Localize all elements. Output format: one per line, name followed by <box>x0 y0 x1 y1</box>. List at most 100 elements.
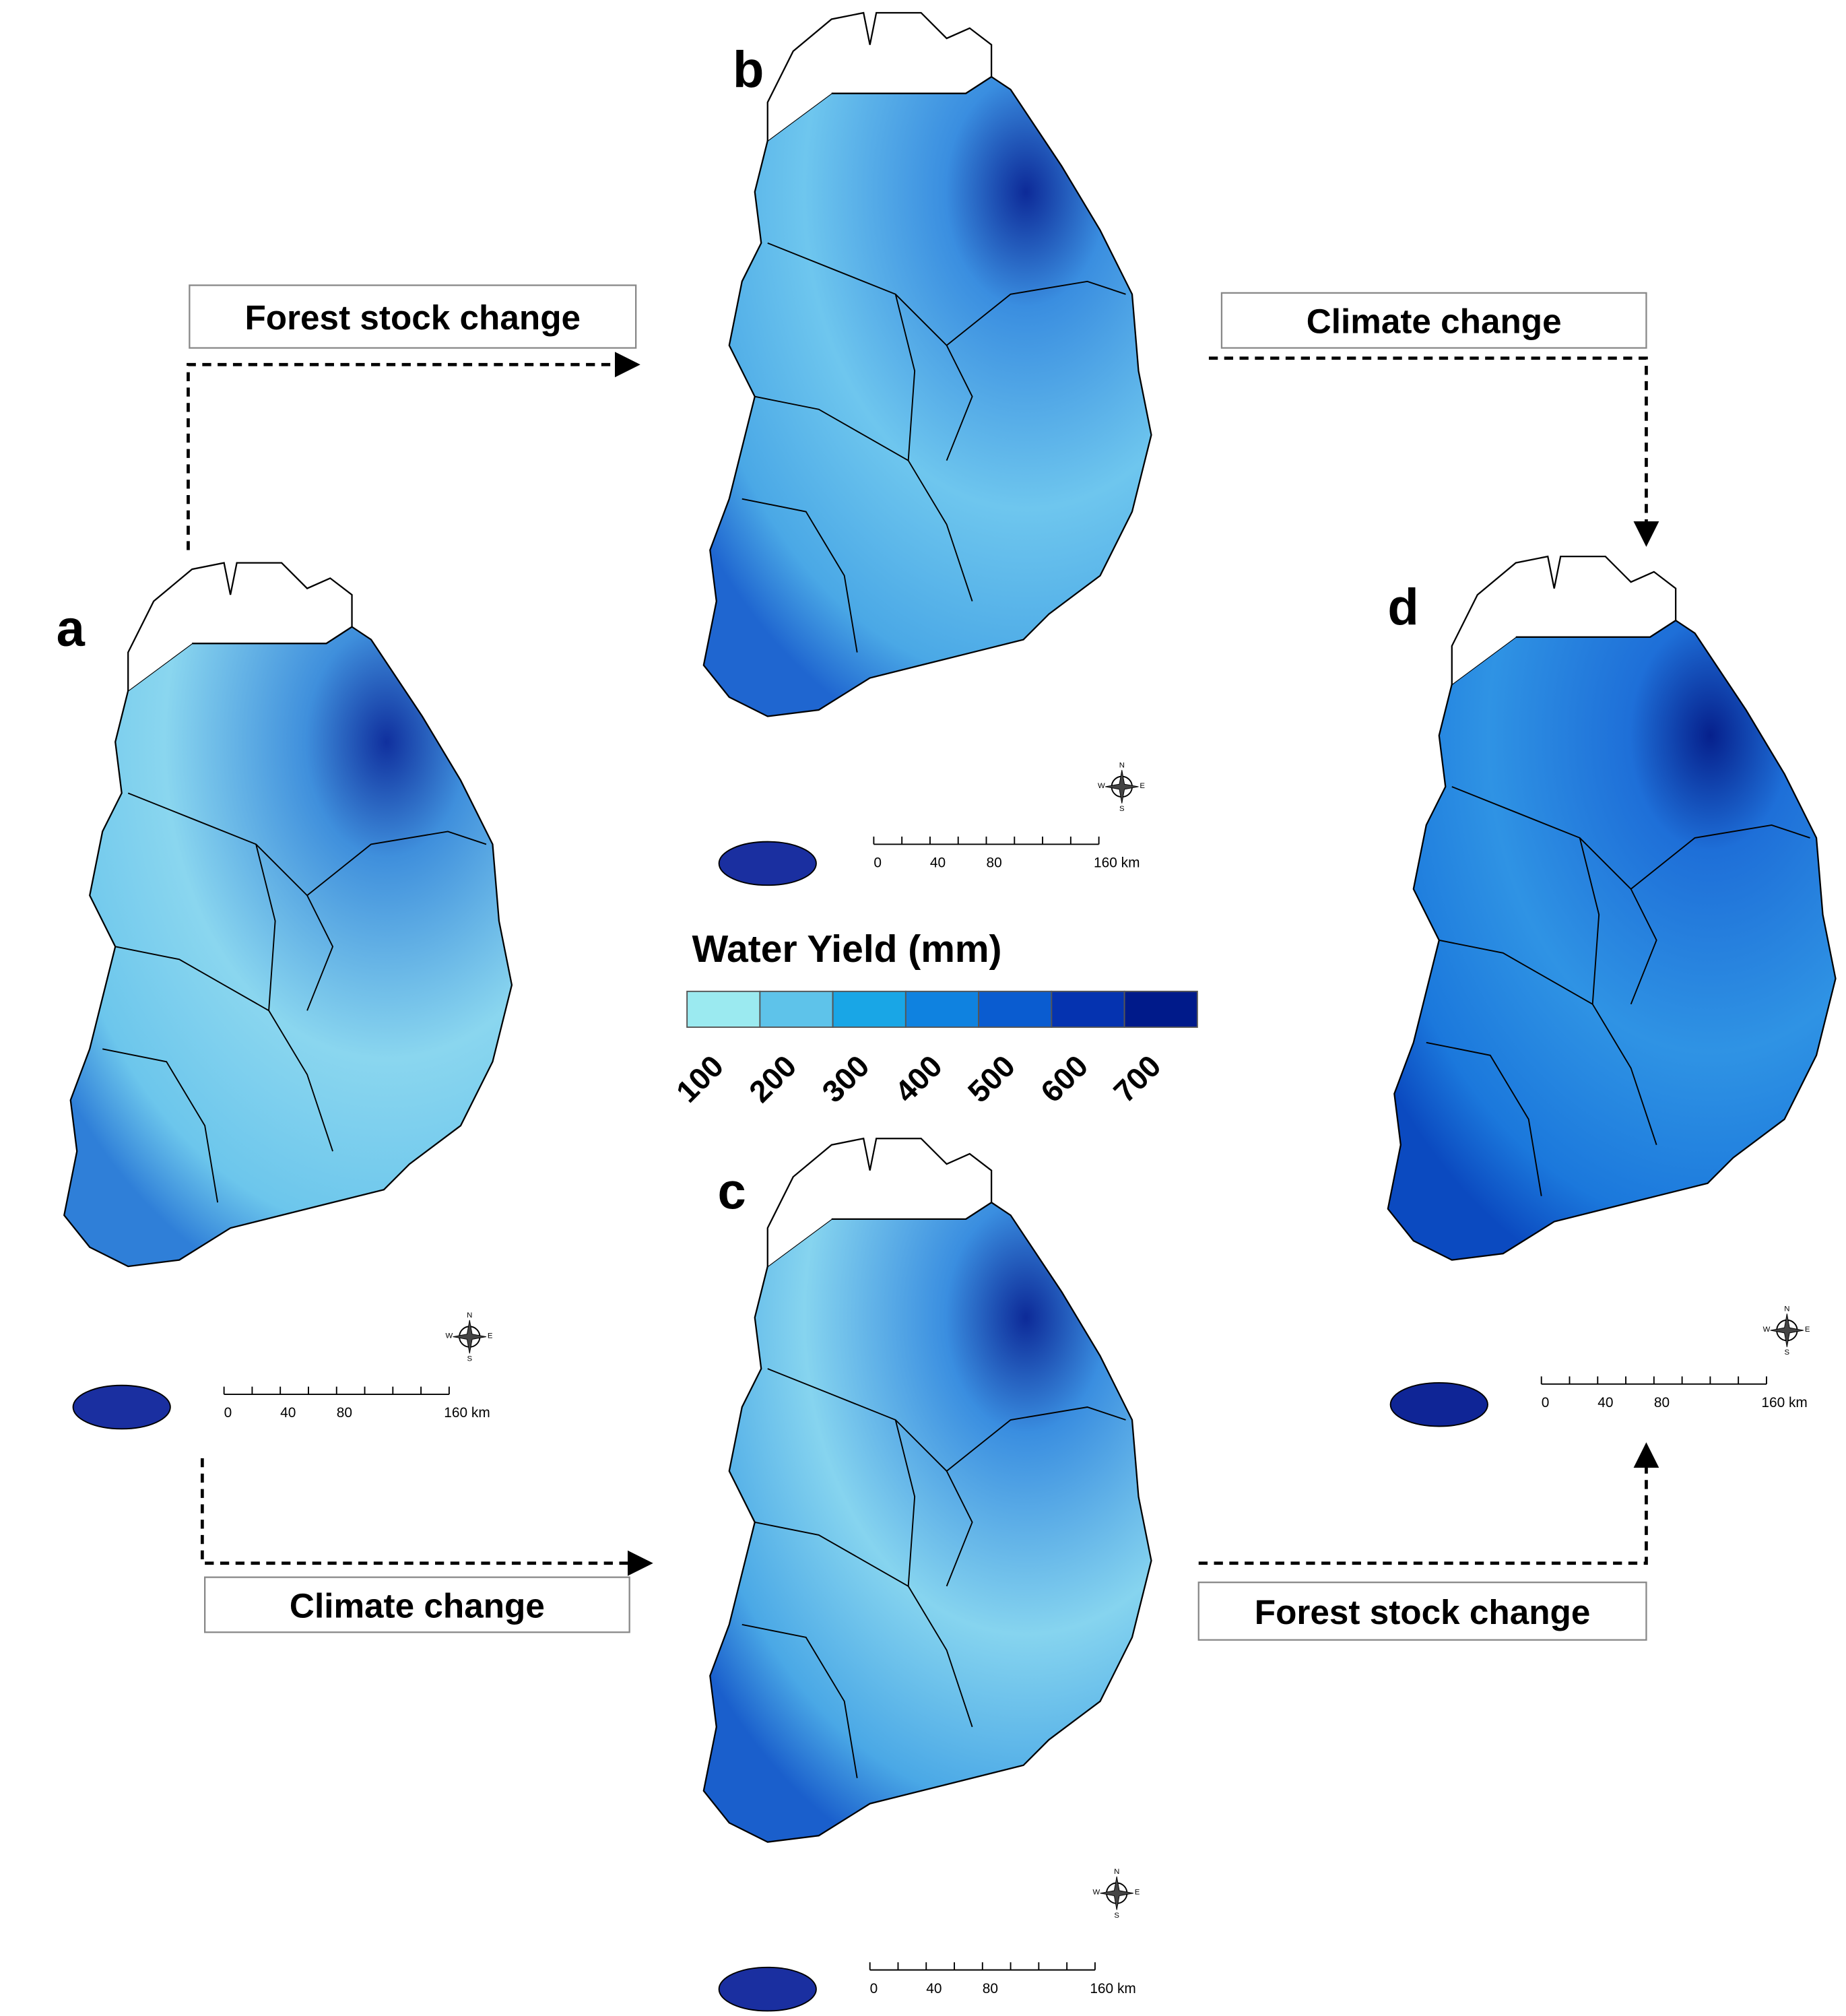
legend-swatch <box>978 990 1053 1028</box>
north-outline <box>127 562 353 691</box>
scale-label: 160 km <box>1094 855 1140 871</box>
box <box>1197 1582 1647 1641</box>
panel-label: a <box>57 600 86 657</box>
legend-title: Water Yield (mm) <box>692 928 1001 971</box>
north-outline <box>766 11 993 141</box>
box <box>1220 292 1647 349</box>
land <box>63 626 513 1268</box>
compass-label: S <box>467 1355 472 1363</box>
province-boundary <box>306 895 334 1011</box>
box-label: Forest stock change <box>1255 1593 1591 1631</box>
jeju <box>1389 1381 1488 1427</box>
scale-label: 160 km <box>1761 1395 1807 1410</box>
legend-swatch <box>686 990 761 1028</box>
legend-label: 300 <box>816 1049 876 1109</box>
province-boundary <box>741 1623 858 1778</box>
map <box>702 11 1152 717</box>
province-boundary <box>754 395 909 461</box>
compass-star <box>1100 1876 1133 1910</box>
province-boundary <box>1426 1041 1542 1196</box>
scale-label: 80 <box>983 1981 998 1996</box>
province-boundary <box>946 345 973 461</box>
north-outline <box>766 1137 993 1267</box>
scale-bar: 0 40 80 160 km <box>869 1962 1136 1996</box>
arrow <box>187 352 640 550</box>
map-panel: d N E S W 0 40 80 160 km <box>1387 555 1837 1427</box>
box-label: Climate change <box>290 1586 545 1625</box>
map-panel: b N E S W 0 40 80 160 km <box>702 11 1152 886</box>
province-boundary <box>1439 939 1593 1005</box>
scale-bar: 0 40 80 160 km <box>873 837 1140 871</box>
province-boundary <box>102 1048 219 1203</box>
map-panel: a N E S W 0 40 80 160 km <box>57 562 513 1430</box>
land <box>1387 619 1837 1261</box>
compass-label: W <box>1092 1889 1100 1897</box>
legend-label: 100 <box>669 1049 730 1109</box>
legend-label: 200 <box>743 1049 803 1109</box>
legend-label: 500 <box>961 1049 1022 1109</box>
scale-label: 40 <box>1597 1395 1613 1410</box>
compass: N E S W <box>446 1311 493 1363</box>
transition-box: Climate change <box>204 1576 630 1633</box>
box <box>204 1576 630 1633</box>
scale-label: 0 <box>224 1405 232 1421</box>
land <box>702 75 1152 717</box>
scale-label: 80 <box>337 1405 352 1421</box>
scale-label: 0 <box>1542 1395 1550 1410</box>
arrow <box>1208 356 1659 547</box>
map <box>63 562 513 1268</box>
compass-label: S <box>1785 1348 1790 1357</box>
scale-label: 0 <box>870 1981 878 1996</box>
compass-label: N <box>1114 1868 1119 1876</box>
compass-label: W <box>446 1332 453 1340</box>
arrow <box>1198 1442 1659 1565</box>
legend-swatch <box>759 990 834 1028</box>
compass: N E S W <box>1098 761 1145 813</box>
transition-box: Climate change <box>1220 292 1647 349</box>
scale-bar: 0 40 80 160 km <box>1540 1376 1808 1410</box>
compass-label: E <box>1140 782 1145 790</box>
compass-label: S <box>1114 1912 1119 1920</box>
scale-label: 40 <box>926 1981 942 1996</box>
legend-swatch <box>1051 990 1125 1028</box>
compass-label: N <box>467 1311 472 1320</box>
compass-label: S <box>1119 805 1125 813</box>
compass-label: E <box>1135 1889 1140 1897</box>
arrows <box>187 352 1659 1576</box>
north-outline <box>1451 555 1677 685</box>
land <box>702 1201 1152 1843</box>
compass-star <box>1105 770 1139 804</box>
province-boundary <box>754 1522 909 1587</box>
province-boundary <box>946 1470 973 1587</box>
legend-swatch <box>832 990 906 1028</box>
scale-label: 160 km <box>1090 1981 1135 1996</box>
box-label: Forest stock change <box>244 298 581 337</box>
compass-label: W <box>1763 1326 1771 1334</box>
legend-swatch <box>1123 990 1198 1028</box>
legend-swatch <box>904 990 980 1028</box>
panel-label: b <box>733 41 764 98</box>
legend-label: 700 <box>1107 1049 1168 1109</box>
compass-label: E <box>488 1332 493 1340</box>
legend-label: 400 <box>888 1049 949 1109</box>
compass-label: E <box>1805 1326 1810 1334</box>
jeju <box>718 1966 817 2012</box>
province-boundary <box>741 498 858 653</box>
transition-box: Forest stock change <box>189 284 637 349</box>
jeju <box>72 1384 171 1430</box>
map <box>1387 555 1837 1261</box>
map-panel: c N E S W 0 40 80 160 km <box>702 1137 1152 2012</box>
legend: Water Yield (mm) 100 200 300 400 500 600 700 <box>669 928 1198 1109</box>
scale-label: 160 km <box>444 1405 490 1421</box>
scale-label: 40 <box>930 855 946 871</box>
legend-label: 600 <box>1034 1049 1095 1109</box>
compass-star <box>453 1320 487 1354</box>
compass: N E S W <box>1763 1305 1810 1357</box>
scale-bar: 0 40 80 160 km <box>223 1386 490 1421</box>
compass-label: W <box>1098 782 1105 790</box>
compass-label: N <box>1119 761 1125 769</box>
map <box>702 1137 1152 1843</box>
jeju <box>718 841 817 886</box>
panel-label: d <box>1387 579 1418 636</box>
